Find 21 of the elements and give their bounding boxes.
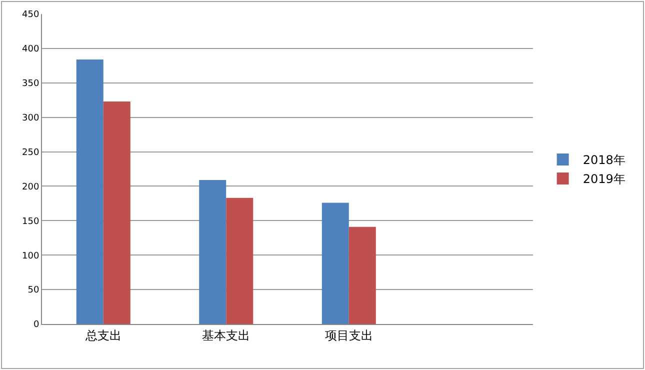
y-tick-label: 450	[22, 10, 40, 20]
bar	[322, 202, 349, 324]
bar	[103, 101, 130, 324]
legend-label: 2018年	[582, 153, 626, 168]
legend-label: 2019年	[582, 172, 626, 186]
bar	[348, 226, 376, 324]
x-tick-label: 项目支出	[324, 328, 373, 342]
y-tick-label: 200	[22, 182, 40, 192]
y-tick-label: 250	[22, 148, 40, 158]
bar	[226, 198, 254, 324]
x-tick-label: 总支出	[84, 328, 122, 342]
y-tick-label: 350	[22, 79, 40, 90]
bar	[76, 59, 104, 324]
y-tick-label: 0	[33, 320, 40, 330]
y-tick-label: 150	[22, 216, 40, 227]
y-tick-label: 100	[22, 251, 40, 262]
y-tick-label: 50	[28, 286, 40, 296]
y-tick-label: 400	[22, 44, 40, 55]
bar	[199, 180, 226, 324]
x-tick-label: 基本支出	[202, 328, 250, 342]
y-tick-label: 300	[22, 113, 40, 124]
